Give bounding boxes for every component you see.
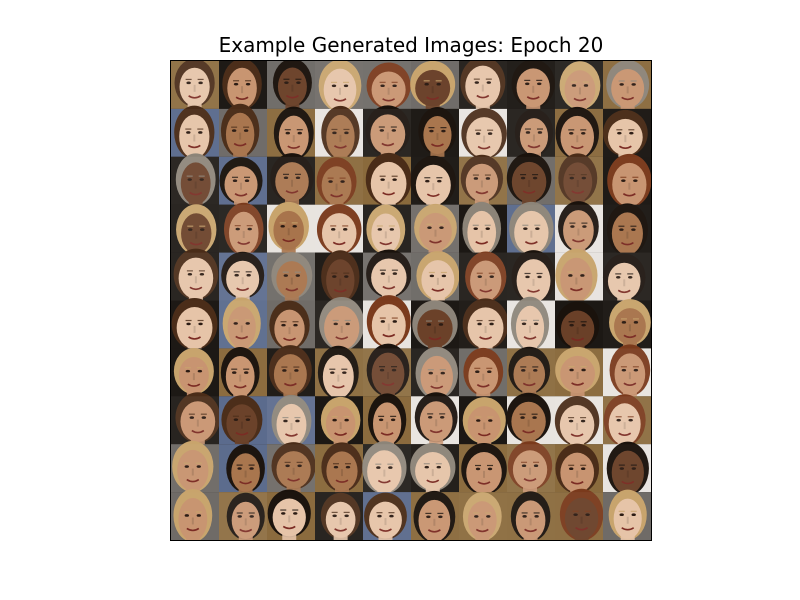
- face-thumbnail: [219, 492, 267, 540]
- face-thumbnail: [507, 491, 555, 540]
- face-thumbnail: [411, 392, 459, 486]
- face-thumbnail: [411, 490, 459, 540]
- face-thumbnail: [411, 300, 459, 392]
- face-thumbnail: [315, 61, 363, 155]
- face-thumbnail: [171, 248, 219, 343]
- generated-faces-grid: [171, 61, 651, 540]
- face-thumbnail: [603, 344, 651, 439]
- face-thumbnail: [171, 488, 219, 540]
- face-thumbnail: [219, 156, 267, 248]
- face-thumbnail: [555, 153, 603, 246]
- face-thumbnail: [507, 61, 555, 152]
- face-thumbnail: [219, 251, 267, 342]
- face-thumbnail: [219, 103, 267, 201]
- face-thumbnail: [315, 396, 363, 487]
- face-thumbnail: [410, 61, 459, 151]
- face-thumbnail: [362, 441, 411, 537]
- face-thumbnail: [363, 492, 411, 540]
- face-thumbnail: [363, 105, 411, 199]
- face-thumbnail: [315, 345, 363, 443]
- face-thumbnail: [219, 297, 267, 393]
- face-thumbnail: [459, 108, 507, 202]
- face-thumbnail: [315, 492, 363, 540]
- face-thumbnail: [507, 441, 555, 534]
- face-thumbnail: [219, 346, 267, 442]
- image-grid-frame: [170, 60, 652, 541]
- face-thumbnail: [602, 108, 651, 200]
- face-thumbnail: [555, 488, 604, 540]
- face-thumbnail: [267, 489, 315, 540]
- face-thumbnail: [315, 156, 363, 249]
- face-thumbnail: [506, 152, 555, 247]
- face-thumbnail: [267, 252, 315, 342]
- face-thumbnail: [603, 489, 651, 540]
- face-thumbnail: [363, 204, 411, 298]
- figure-title: Example Generated Images: Epoch 20: [218, 33, 604, 57]
- face-thumbnail: [171, 347, 219, 438]
- face-thumbnail: [603, 299, 651, 389]
- face-thumbnail: [315, 105, 363, 203]
- face-thumbnail: [171, 204, 219, 298]
- face-thumbnail: [267, 394, 315, 491]
- face-thumbnail: [267, 61, 315, 150]
- face-thumbnail: [219, 202, 267, 299]
- face-thumbnail: [459, 492, 507, 540]
